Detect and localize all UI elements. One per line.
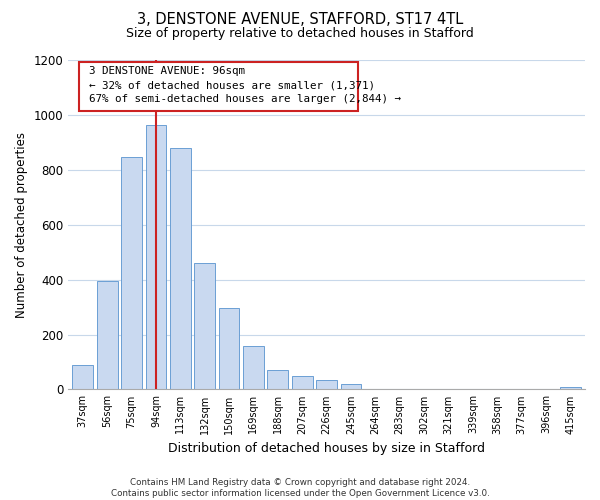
Bar [268,370,288,390]
Bar [194,263,215,390]
Bar [316,380,337,390]
Bar [243,346,264,390]
FancyBboxPatch shape [79,62,358,111]
Bar [292,376,313,390]
Bar [560,386,581,390]
Text: 3 DENSTONE AVENUE: 96sqm
← 32% of detached houses are smaller (1,371)
67% of sem: 3 DENSTONE AVENUE: 96sqm ← 32% of detach… [89,66,401,104]
Bar [219,308,239,390]
Text: Size of property relative to detached houses in Stafford: Size of property relative to detached ho… [126,28,474,40]
X-axis label: Distribution of detached houses by size in Stafford: Distribution of detached houses by size … [168,442,485,455]
Text: 3, DENSTONE AVENUE, STAFFORD, ST17 4TL: 3, DENSTONE AVENUE, STAFFORD, ST17 4TL [137,12,463,28]
Bar [341,384,361,390]
Bar [97,281,118,390]
Bar [146,124,166,390]
Text: Contains HM Land Registry data © Crown copyright and database right 2024.
Contai: Contains HM Land Registry data © Crown c… [110,478,490,498]
Bar [170,148,191,390]
Bar [121,158,142,390]
Y-axis label: Number of detached properties: Number of detached properties [15,132,28,318]
Bar [73,364,93,390]
